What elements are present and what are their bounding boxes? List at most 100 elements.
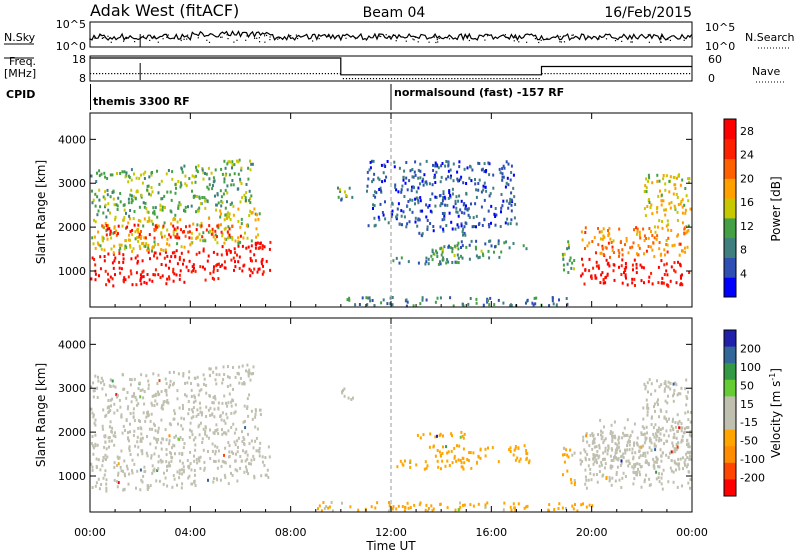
power-cell-880 [484, 242, 487, 246]
nave-dot-119 [448, 78, 450, 80]
nave-dot-165 [586, 73, 588, 75]
power-cell-1219 [648, 201, 651, 204]
nsearch-dot-59 [413, 39, 415, 41]
velocity-cell-1087 [593, 438, 595, 441]
power-cell-1277 [548, 304, 551, 308]
velocity-cell-647 [209, 406, 212, 410]
velocity-cell-878 [610, 483, 613, 487]
velocity-cell-700 [212, 396, 215, 399]
velocity-cell-1405 [392, 505, 395, 509]
power-cell-1286 [525, 301, 527, 305]
velocity-cell-412 [168, 434, 171, 438]
power-cell-1363 [475, 195, 478, 199]
power-cell-515 [152, 211, 155, 215]
power-cell-685 [232, 183, 235, 187]
nave-dot-44 [222, 73, 224, 75]
velocity-cell-1335 [673, 388, 676, 392]
velocity-cell-1009 [660, 482, 663, 486]
power-cell-1489 [444, 203, 447, 207]
velocity-cell-1347 [323, 507, 326, 511]
power-cell-851 [442, 258, 445, 262]
velocity-cell-796 [453, 454, 456, 458]
velocity-cell-948 [636, 441, 638, 445]
velocity-cell-691 [213, 407, 216, 411]
power-cell-1292 [405, 298, 408, 302]
velocity-cell-1235 [591, 441, 594, 445]
power-cell-1353 [504, 221, 507, 225]
velocity-cell-862 [643, 432, 646, 436]
power-cell-882 [488, 239, 491, 243]
nave-dot-16 [138, 73, 140, 75]
power-cell-1235 [658, 179, 661, 183]
power-cell-883 [512, 242, 515, 245]
power-cell-835 [461, 256, 464, 260]
power-cell-256 [202, 231, 205, 235]
power-cell-307 [231, 236, 234, 239]
power-cell-1612 [432, 169, 435, 172]
velocity-cell-1307 [663, 389, 666, 393]
nave-dot-122 [457, 78, 459, 80]
velocity-cell-146 [234, 459, 237, 463]
nave-dot-69 [297, 73, 299, 75]
power-cell-952 [613, 278, 616, 282]
velocity-cell-551 [199, 401, 201, 405]
power-cell-1195 [646, 205, 649, 208]
power-cell-721 [108, 227, 111, 231]
power-cell-1188 [685, 225, 688, 229]
power-cell-122 [245, 246, 248, 250]
power-cell-169 [241, 269, 244, 273]
power-cell-63 [195, 252, 198, 256]
power-cell-84 [171, 251, 174, 255]
power-cell-136 [221, 245, 224, 249]
time-axis-label: Time UT [365, 539, 416, 553]
nave-dot-68 [294, 73, 296, 75]
velocity-cell-751 [440, 467, 442, 471]
power-cell-70 [216, 252, 219, 256]
power-cell-1037 [599, 237, 602, 241]
power-cell-434 [231, 160, 234, 164]
velocity-colorbar-label: Velocity [m s-1] [768, 368, 783, 458]
power-cell-719 [161, 208, 164, 212]
velocity-cell-153 [125, 464, 128, 468]
velocity-cell-801 [472, 451, 475, 455]
power-cell-1540 [483, 181, 486, 185]
power-cell-357 [125, 226, 127, 230]
power-cell-1598 [408, 179, 411, 183]
power-cell-1034 [610, 241, 613, 244]
power-cell-228 [118, 249, 121, 252]
velocity-cell-122 [235, 452, 237, 456]
velocity-cell-679 [190, 395, 193, 398]
velocity-cell-1396 [510, 508, 513, 512]
power-cell-1044 [678, 253, 681, 257]
velocity-cell-327 [198, 423, 201, 427]
power-cell-1359 [450, 174, 452, 178]
velocity-cell-1086 [596, 461, 598, 465]
power-cell-1579 [403, 169, 406, 173]
nave-dot-78 [324, 73, 326, 75]
velocity-cell-1273 [645, 425, 648, 429]
velocity-cell-369 [178, 452, 181, 456]
velocity-cell-701 [177, 372, 180, 376]
power-cell-786 [231, 224, 234, 228]
power-cell-702 [191, 181, 194, 185]
power-cell-132 [107, 272, 109, 276]
power-cell-1522 [452, 179, 455, 183]
velocity-cell-1005 [655, 470, 658, 474]
velocity-cell-1228 [642, 451, 645, 455]
power-cell-1509 [433, 173, 436, 177]
velocity-cell-749 [437, 465, 440, 469]
nsearch-dot-106 [123, 40, 125, 42]
velocity-cell-120 [196, 461, 199, 465]
power-cell-884 [457, 241, 460, 245]
power-cell-962 [669, 279, 672, 283]
power-cell-1484 [429, 222, 432, 225]
velocity-cell-160 [103, 473, 106, 477]
power-cell-990 [605, 258, 608, 262]
nave-dot-136 [499, 78, 501, 80]
velocity-cell-1213 [628, 443, 631, 447]
power-cell-1256 [452, 304, 455, 308]
velocity-cell-87 [140, 478, 143, 482]
power-cell-1231 [672, 192, 675, 196]
power-cell-680 [111, 173, 114, 177]
